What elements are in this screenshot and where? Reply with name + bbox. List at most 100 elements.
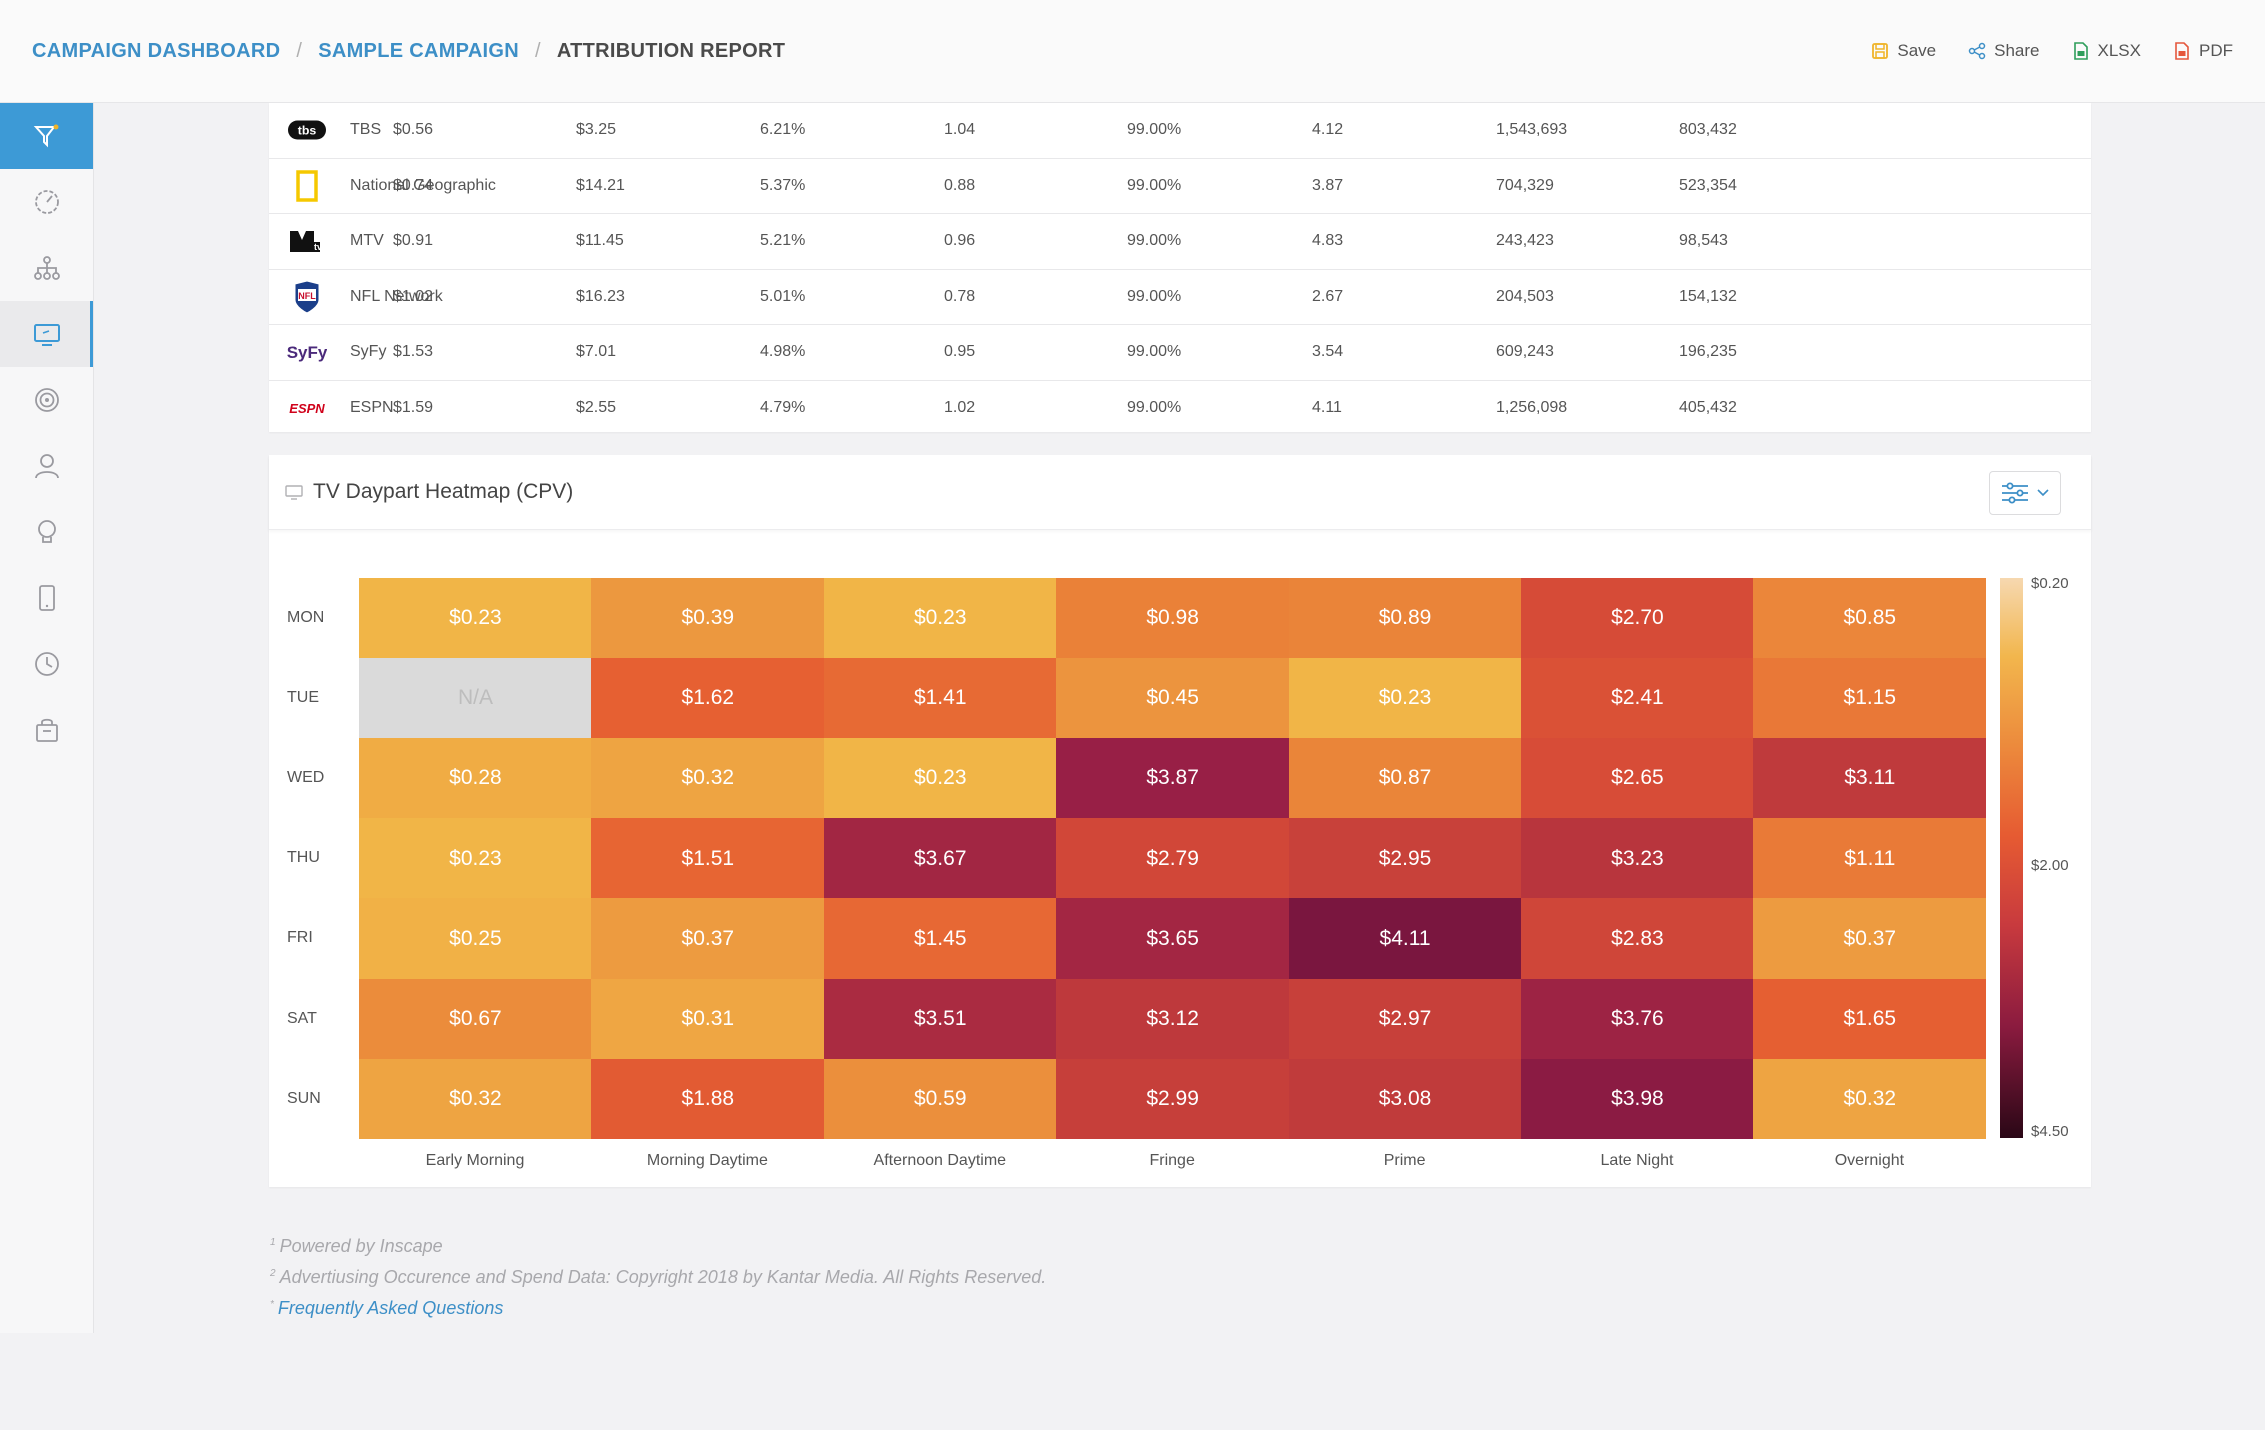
table-cell: 243,423 bbox=[1496, 232, 1554, 250]
heatmap-cell[interactable]: $3.51 bbox=[823, 978, 1057, 1060]
breadcrumb-sample-campaign[interactable]: SAMPLE CAMPAIGN bbox=[318, 39, 520, 62]
heatmap-cell[interactable]: $0.89 bbox=[1288, 578, 1522, 659]
heatmap-cell[interactable]: $0.45 bbox=[1056, 658, 1290, 739]
heatmap-cell[interactable]: $3.98 bbox=[1521, 1058, 1754, 1140]
heatmap-cell[interactable]: $3.65 bbox=[1056, 898, 1290, 979]
heatmap-cell[interactable]: $1.41 bbox=[823, 658, 1057, 739]
sidebar-item-store[interactable] bbox=[0, 697, 93, 763]
heatmap-cell[interactable]: $1.65 bbox=[1753, 978, 1987, 1060]
breadcrumb-campaign-dashboard[interactable]: CAMPAIGN DASHBOARD bbox=[32, 39, 281, 62]
table-cell: 4.98% bbox=[760, 343, 806, 361]
heatmap-cell[interactable]: $3.76 bbox=[1521, 978, 1754, 1060]
heatmap-cell[interactable]: $0.23 bbox=[359, 818, 592, 899]
row-label-thu: THU bbox=[287, 849, 320, 867]
network-name: ESPN bbox=[350, 399, 394, 417]
table-cell: 523,354 bbox=[1679, 176, 1737, 194]
heatmap-cell[interactable]: $0.39 bbox=[591, 578, 825, 659]
heatmap-cell[interactable]: $1.11 bbox=[1753, 818, 1987, 899]
heatmap-cell[interactable]: $0.23 bbox=[823, 578, 1057, 659]
heatmap-cell[interactable]: $2.95 bbox=[1288, 818, 1522, 899]
breadcrumb-separator: / bbox=[535, 39, 541, 62]
filter-dropdown-button[interactable] bbox=[1989, 471, 2061, 515]
sidebar-item-audience[interactable] bbox=[0, 433, 93, 499]
heatmap-cell[interactable]: $4.11 bbox=[1288, 898, 1522, 979]
heatmap-cell[interactable]: $1.88 bbox=[591, 1058, 825, 1140]
heatmap-cell[interactable]: $2.99 bbox=[1056, 1058, 1290, 1140]
column-label: Overnight bbox=[1834, 1151, 1905, 1169]
heatmap-cell[interactable]: $0.85 bbox=[1753, 578, 1987, 659]
heatmap-cell[interactable]: $3.08 bbox=[1288, 1058, 1522, 1140]
heatmap-cell[interactable]: $0.28 bbox=[359, 738, 592, 819]
heatmap-cell[interactable]: $2.79 bbox=[1056, 818, 1290, 899]
heatmap-cell[interactable]: $0.23 bbox=[823, 738, 1057, 819]
xlsx-button[interactable]: XLSX bbox=[2072, 41, 2141, 61]
sidebar-item-funnel[interactable] bbox=[0, 103, 93, 169]
heatmap-cell[interactable]: $0.31 bbox=[591, 978, 825, 1060]
heatmap-cell[interactable]: $0.98 bbox=[1056, 578, 1290, 659]
sidebar-item-history[interactable] bbox=[0, 631, 93, 697]
faq-link[interactable]: Frequently Asked Questions bbox=[277, 1298, 504, 1318]
heatmap-cell[interactable]: N/A bbox=[359, 658, 592, 739]
heatmap-cell[interactable]: $3.67 bbox=[823, 818, 1057, 899]
heatmap-cell[interactable]: $1.15 bbox=[1753, 658, 1987, 739]
heatmap-cell[interactable]: $0.32 bbox=[1753, 1058, 1987, 1140]
share-icon bbox=[1968, 42, 1986, 60]
heatmap-cell[interactable]: $0.59 bbox=[823, 1058, 1057, 1140]
table-row[interactable]: NFL NFL Network $1.02 $16.23 5.01% 0.78 99.00%… bbox=[269, 270, 2091, 325]
table-row[interactable]: tbs TBS $0.56 $3.25 6.21% 1.04 99.00% 4.12 1,543… bbox=[269, 103, 2091, 159]
table-cell: $16.23 bbox=[576, 287, 625, 305]
share-button[interactable]: Share bbox=[1968, 41, 2040, 61]
heatmap-cell[interactable]: $2.70 bbox=[1521, 578, 1754, 659]
heatmap-cell[interactable]: $3.23 bbox=[1521, 818, 1754, 899]
table-row[interactable]: tv MTV $0.91 $11.45 5.21% 0.96 99.00% 4.83 243,4… bbox=[269, 214, 2091, 270]
heatmap-cell[interactable]: $0.32 bbox=[591, 738, 825, 819]
heatmap-cell[interactable]: $0.37 bbox=[1753, 898, 1987, 979]
sidebar-item-hierarchy[interactable] bbox=[0, 235, 93, 301]
table-cell: 1,543,693 bbox=[1496, 121, 1568, 139]
table-cell: 99.00% bbox=[1127, 232, 1182, 250]
heatmap-cell[interactable]: $2.97 bbox=[1288, 978, 1522, 1060]
heatmap-cell[interactable]: $0.32 bbox=[359, 1058, 592, 1140]
table-row[interactable]: ESPN ESPN $1.59 $2.55 4.79% 1.02 99.00% 4.11 1,2… bbox=[269, 381, 2091, 437]
save-label: Save bbox=[1897, 41, 1937, 60]
sidebar-item-tv[interactable] bbox=[0, 301, 93, 367]
save-button[interactable]: Save bbox=[1871, 41, 1936, 61]
table-row[interactable]: SyFy SyFy $1.53 $7.01 4.98% 0.95 99.00% 3.54 609… bbox=[269, 325, 2091, 381]
heatmap-cell[interactable]: $0.67 bbox=[359, 978, 592, 1060]
heatmap-cell[interactable]: $2.65 bbox=[1521, 738, 1754, 819]
heatmap-cell[interactable]: $0.87 bbox=[1288, 738, 1522, 819]
row-label-fri: FRI bbox=[287, 929, 313, 947]
heatmap-cell[interactable]: $3.12 bbox=[1056, 978, 1290, 1060]
heatmap-cell[interactable]: $0.23 bbox=[1288, 658, 1522, 739]
column-label: Prime bbox=[1383, 1151, 1426, 1169]
sidebar-item-insights[interactable] bbox=[0, 499, 93, 565]
funnel-icon bbox=[33, 124, 58, 148]
table-cell: 154,132 bbox=[1679, 287, 1737, 305]
sidebar bbox=[0, 103, 94, 1333]
table-cell: $1.02 bbox=[393, 287, 434, 305]
heatmap-cell[interactable]: $1.45 bbox=[823, 898, 1057, 979]
heatmap-cell[interactable]: $0.23 bbox=[359, 578, 592, 659]
save-icon bbox=[1872, 43, 1889, 59]
color-scale-bar bbox=[2000, 578, 2023, 1138]
heatmap-cell[interactable]: $2.41 bbox=[1521, 658, 1754, 739]
heatmap-cell[interactable]: $0.37 bbox=[591, 898, 825, 979]
heatmap-cell[interactable]: $3.87 bbox=[1056, 738, 1290, 819]
heatmap-cell[interactable]: $3.11 bbox=[1753, 738, 1987, 819]
table-cell: $0.56 bbox=[393, 121, 434, 139]
monitor-small-icon bbox=[285, 485, 303, 500]
sidebar-item-mobile[interactable] bbox=[0, 565, 93, 631]
table-cell: $1.53 bbox=[393, 343, 434, 361]
table-cell: 98,543 bbox=[1679, 232, 1728, 250]
heatmap-cell[interactable]: $2.83 bbox=[1521, 898, 1754, 979]
pdf-label: PDF bbox=[2199, 41, 2233, 60]
pdf-button[interactable]: PDF bbox=[2173, 41, 2233, 61]
sidebar-item-dashboard[interactable] bbox=[0, 169, 93, 235]
table-cell: 3.54 bbox=[1312, 343, 1344, 361]
heatmap-cell[interactable]: $1.51 bbox=[591, 818, 825, 899]
sidebar-item-targeting[interactable] bbox=[0, 367, 93, 433]
table-row[interactable]: National Geographic $0.74 $14.21 5.37% 0.88 9… bbox=[269, 159, 2091, 214]
heatmap-cell[interactable]: $1.62 bbox=[591, 658, 825, 739]
network-name: SyFy bbox=[350, 343, 387, 361]
heatmap-cell[interactable]: $0.25 bbox=[359, 898, 592, 979]
